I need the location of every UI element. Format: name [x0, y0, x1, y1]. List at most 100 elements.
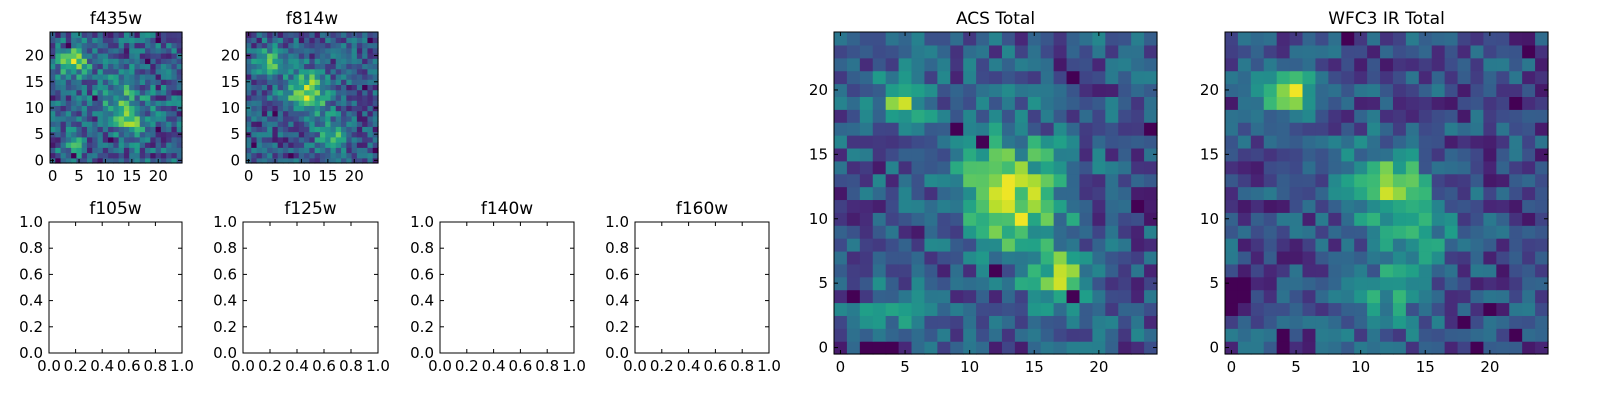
heatmap-cell — [1105, 328, 1119, 342]
heatmap-cell — [102, 136, 109, 143]
heatmap-cell — [251, 63, 258, 70]
heatmap-cell — [898, 315, 913, 329]
heatmap-cell — [60, 47, 67, 54]
heatmap-cell — [1014, 289, 1029, 304]
heatmap-cell — [123, 37, 130, 44]
heatmap-cell — [134, 100, 141, 106]
heatmap-cell — [139, 68, 146, 75]
heatmap-cell — [1341, 289, 1355, 304]
heatmap-cell — [160, 47, 167, 54]
heatmap-cell — [846, 147, 861, 162]
heatmap-cell — [1380, 109, 1394, 123]
heatmap-cell — [129, 126, 136, 133]
heatmap-cell — [123, 136, 130, 143]
heatmap-cell — [950, 250, 964, 265]
heatmap-cell — [304, 115, 310, 122]
heatmap-cell — [1341, 341, 1355, 355]
heatmap-cell — [113, 79, 120, 85]
heatmap-cell — [1131, 147, 1145, 162]
heatmap-cell — [92, 89, 99, 96]
heatmap-cell — [963, 57, 977, 72]
heatmap-cell — [1225, 302, 1239, 316]
heatmap-cell — [976, 44, 990, 59]
heatmap-cell — [60, 58, 67, 65]
heatmap-cell — [145, 58, 151, 65]
heatmap-cell — [924, 302, 938, 316]
heatmap-cell — [81, 73, 88, 80]
heatmap-cell — [1079, 276, 1093, 291]
heatmap-cell — [123, 142, 130, 148]
heatmap-cell — [267, 142, 273, 148]
heatmap-cell — [989, 70, 1003, 85]
heatmap-cell — [118, 84, 125, 91]
heatmap-cell — [1328, 160, 1342, 175]
heatmap-cell — [885, 173, 900, 188]
heatmap-cell — [97, 115, 104, 122]
heatmap-cell — [330, 89, 337, 96]
heatmap-cell — [356, 136, 363, 143]
heatmap-cell — [1276, 263, 1291, 278]
heatmap-cell — [60, 32, 67, 38]
heatmap-cell — [304, 63, 310, 70]
heatmap-cell — [113, 105, 120, 112]
heatmap-cell — [309, 100, 316, 106]
heatmap-cell — [277, 79, 284, 85]
heatmap-cell — [277, 47, 284, 54]
heatmap-cell — [1380, 147, 1394, 162]
heatmap-cell — [834, 109, 848, 123]
heatmap-cell — [256, 79, 263, 85]
heatmap-cell — [129, 115, 136, 122]
heatmap-cell — [1457, 83, 1472, 97]
heatmap-cell — [251, 115, 258, 122]
heatmap-cell — [1263, 276, 1278, 291]
heatmap-cell — [1250, 160, 1265, 175]
heatmap-cell — [846, 328, 861, 342]
heatmap-cell — [60, 131, 67, 138]
heatmap-cell — [139, 100, 146, 106]
heatmap-cell — [1354, 32, 1368, 46]
heatmap-cell — [1027, 276, 1042, 291]
heatmap-cell — [102, 84, 109, 91]
heatmap-cell — [256, 100, 263, 106]
heatmap-cell — [1092, 225, 1106, 239]
heatmap-cell — [1496, 263, 1510, 278]
heatmap-cell — [1405, 44, 1420, 59]
heatmap-cell — [304, 142, 310, 148]
heatmap-cell — [1405, 328, 1420, 342]
heatmap-cell — [272, 136, 279, 143]
heatmap-cell — [1522, 199, 1536, 213]
heatmap-cell — [309, 84, 316, 91]
heatmap-cell — [1354, 57, 1368, 72]
heatmap-cell — [367, 131, 374, 138]
heatmap-cell — [256, 105, 263, 112]
heatmap-cell — [81, 126, 88, 133]
heatmap-cell — [1341, 225, 1355, 239]
heatmap-cell — [1302, 341, 1317, 355]
heatmap-cell — [1380, 250, 1394, 265]
heatmap-cell — [1066, 289, 1081, 304]
heatmap-cell — [251, 152, 258, 159]
heatmap-cell — [267, 58, 273, 65]
heatmap-cell — [155, 126, 162, 133]
heatmap-cell — [330, 100, 337, 106]
heatmap-cell — [314, 142, 321, 148]
heatmap-cell — [335, 157, 342, 164]
heatmap-cell — [319, 37, 326, 44]
heatmap-cell — [309, 47, 316, 54]
heatmap-cell — [50, 126, 56, 133]
heatmap-cell — [123, 94, 130, 101]
heatmap-cell — [989, 83, 1003, 97]
heatmap-cell — [1509, 289, 1523, 304]
heatmap-cell — [1040, 32, 1055, 46]
heatmap-cell — [1315, 225, 1329, 239]
heatmap-cell — [1470, 186, 1484, 201]
heatmap-cell — [834, 160, 848, 175]
heatmap-cell — [1418, 173, 1433, 188]
heatmap-cell — [251, 100, 258, 106]
heatmap-cell — [123, 84, 130, 91]
heatmap-cell — [1496, 238, 1510, 252]
heatmap-cell — [885, 328, 900, 342]
heatmap-cell — [1118, 173, 1132, 188]
heatmap-cell — [118, 110, 125, 117]
heatmap-cell — [937, 250, 951, 265]
